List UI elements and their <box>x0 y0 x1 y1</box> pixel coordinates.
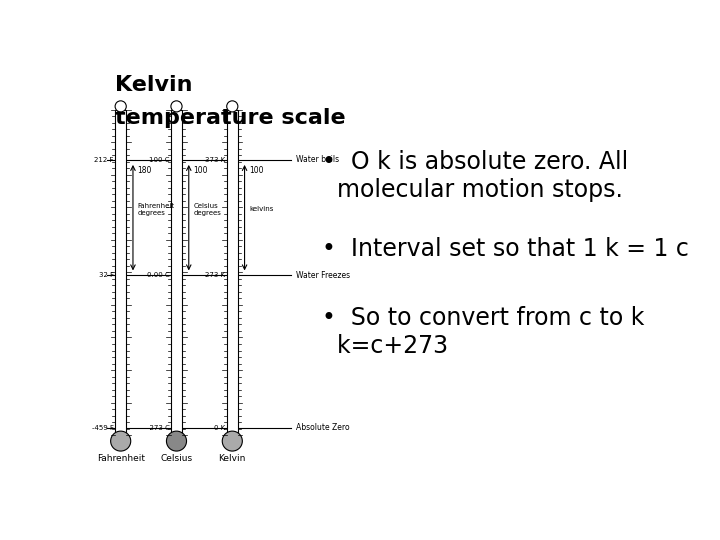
Text: temperature scale: temperature scale <box>115 109 346 129</box>
Text: -459 F: -459 F <box>92 425 114 431</box>
Text: 212 F: 212 F <box>94 157 114 163</box>
Text: Absolute Zero: Absolute Zero <box>297 423 350 432</box>
Text: •  Interval set so that 1 k = 1 c: • Interval set so that 1 k = 1 c <box>322 238 688 261</box>
Ellipse shape <box>222 431 243 451</box>
Text: 180: 180 <box>138 166 152 175</box>
Ellipse shape <box>227 101 238 112</box>
Bar <box>227 110 238 435</box>
Text: •  O k is absolute zero. All
  molecular motion stops.: • O k is absolute zero. All molecular mo… <box>322 150 628 202</box>
Text: 100: 100 <box>193 166 208 175</box>
Ellipse shape <box>115 101 126 112</box>
Text: Water Freezes: Water Freezes <box>297 271 351 280</box>
Text: -273 C: -273 C <box>147 425 170 431</box>
Text: Celsius
degrees: Celsius degrees <box>193 203 221 216</box>
Bar <box>171 110 182 435</box>
Text: Fahrenheit: Fahrenheit <box>96 454 145 463</box>
Ellipse shape <box>111 431 131 451</box>
Ellipse shape <box>171 101 182 112</box>
Text: Water boils: Water boils <box>297 156 340 165</box>
Text: 100: 100 <box>249 166 264 175</box>
Text: Kelvin: Kelvin <box>115 75 193 95</box>
Text: •  So to convert from c to k
  k=c+273: • So to convert from c to k k=c+273 <box>322 306 644 358</box>
Text: Fahrenheit
degrees: Fahrenheit degrees <box>138 203 174 216</box>
Text: 32 F: 32 F <box>99 272 114 279</box>
Text: Kelvin: Kelvin <box>219 454 246 463</box>
Bar <box>115 110 126 435</box>
Text: 100 C: 100 C <box>149 157 170 163</box>
Text: 0.00 C: 0.00 C <box>147 272 170 279</box>
Text: Celsius: Celsius <box>161 454 192 463</box>
Text: 0 K: 0 K <box>215 425 225 431</box>
Ellipse shape <box>166 431 186 451</box>
Text: 273 K: 273 K <box>205 272 225 279</box>
Text: kelvins: kelvins <box>249 206 274 212</box>
Text: 373 K: 373 K <box>205 157 225 163</box>
